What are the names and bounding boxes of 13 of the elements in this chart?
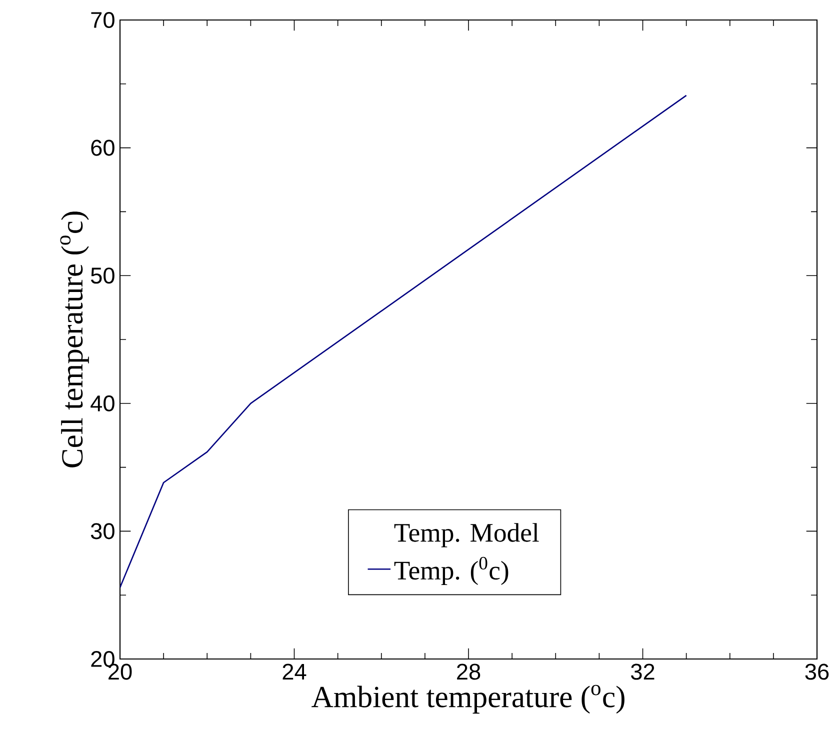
x-tick-label: 24 <box>282 664 306 680</box>
y-axis-title: Cell temperature ($^{o}$c) <box>60 212 89 468</box>
y-tick-label: 40 <box>90 395 114 412</box>
y-tick-label: 50 <box>90 268 114 284</box>
y-tick-label: 30 <box>90 523 114 540</box>
x-axis-title: Ambient temperature ($^{o}$c) <box>312 684 624 714</box>
x-tick-label: 28 <box>457 664 480 680</box>
y-tick-label: 70 <box>91 12 114 28</box>
legend-label: Temp. ($^{0}$c) <box>394 556 508 586</box>
y-tick-label: 60 <box>91 140 114 156</box>
legend-title: Temp. Model <box>394 523 539 548</box>
x-tick-label: 32 <box>631 664 654 680</box>
x-tick-label: 36 <box>805 664 829 680</box>
